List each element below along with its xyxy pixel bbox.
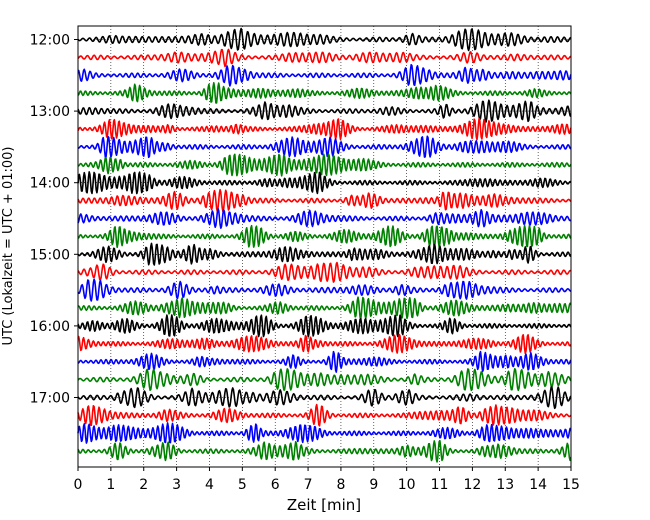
y-tick-label: 16:00: [30, 319, 70, 335]
x-tick-label: 9: [369, 477, 378, 493]
x-tick-label: 10: [398, 477, 416, 493]
x-tick-label: 14: [529, 477, 547, 493]
seismic-trace: [77, 82, 572, 104]
seismic-trace: [77, 63, 572, 87]
x-tick-label: 4: [205, 477, 214, 493]
x-tick-label: 0: [74, 477, 83, 493]
x-axis-label: Zeit [min]: [287, 496, 361, 514]
y-tick-label: 14:00: [30, 176, 70, 192]
x-tick-label: 1: [106, 477, 115, 493]
seismic-trace: [77, 278, 572, 302]
seismic-trace: [77, 48, 572, 68]
seismic-trace: [77, 153, 572, 177]
x-tick-label: 7: [304, 477, 313, 493]
seismic-trace: [77, 367, 572, 392]
x-tick-label: 11: [431, 477, 449, 493]
seismic-trace: [77, 439, 572, 463]
seismic-trace: [77, 99, 572, 123]
y-tick-label: 12:00: [30, 33, 70, 49]
seismic-trace: [77, 314, 572, 338]
x-tick-label: 3: [172, 477, 181, 493]
seismic-trace: [77, 403, 572, 427]
plot-frame: [77, 25, 572, 468]
x-tick-label: 15: [562, 477, 580, 493]
y-axis-label: UTC (Lokalzeit = UTC + 01:00): [1, 147, 16, 346]
y-tick-label: 15:00: [30, 247, 70, 263]
seismic-trace: [77, 333, 572, 355]
seismic-trace: [77, 188, 572, 213]
seismic-trace: [77, 350, 572, 373]
seismic-trace: [77, 242, 572, 266]
seismic-trace: [77, 386, 572, 410]
x-tick-label: 2: [139, 477, 148, 493]
seismic-trace: [77, 208, 572, 229]
seismic-trace: [77, 224, 572, 249]
x-axis: 0 1 2 3 4 5 6 7 8 9 10 11 12 13 14 15: [74, 467, 580, 493]
seismic-trace: [77, 135, 572, 159]
seismic-trace: [77, 261, 571, 283]
y-axis: 12:00 13:00 14:00 15:00 16:00 17:00: [30, 33, 78, 407]
seismic-traces: [77, 27, 572, 463]
x-tick-label: 12: [463, 477, 481, 493]
seismic-trace: [77, 27, 572, 52]
seismic-trace: [77, 422, 572, 444]
seismic-trace: [77, 296, 572, 320]
x-tick-label: 8: [336, 477, 345, 493]
y-tick-label: 17:00: [30, 391, 70, 407]
x-tick-label: 6: [271, 477, 280, 493]
seismic-trace: [77, 171, 572, 195]
seismic-trace: [77, 117, 572, 141]
x-tick-label: 13: [496, 477, 514, 493]
x-tick-label: 5: [238, 477, 247, 493]
y-tick-label: 13:00: [30, 104, 70, 120]
